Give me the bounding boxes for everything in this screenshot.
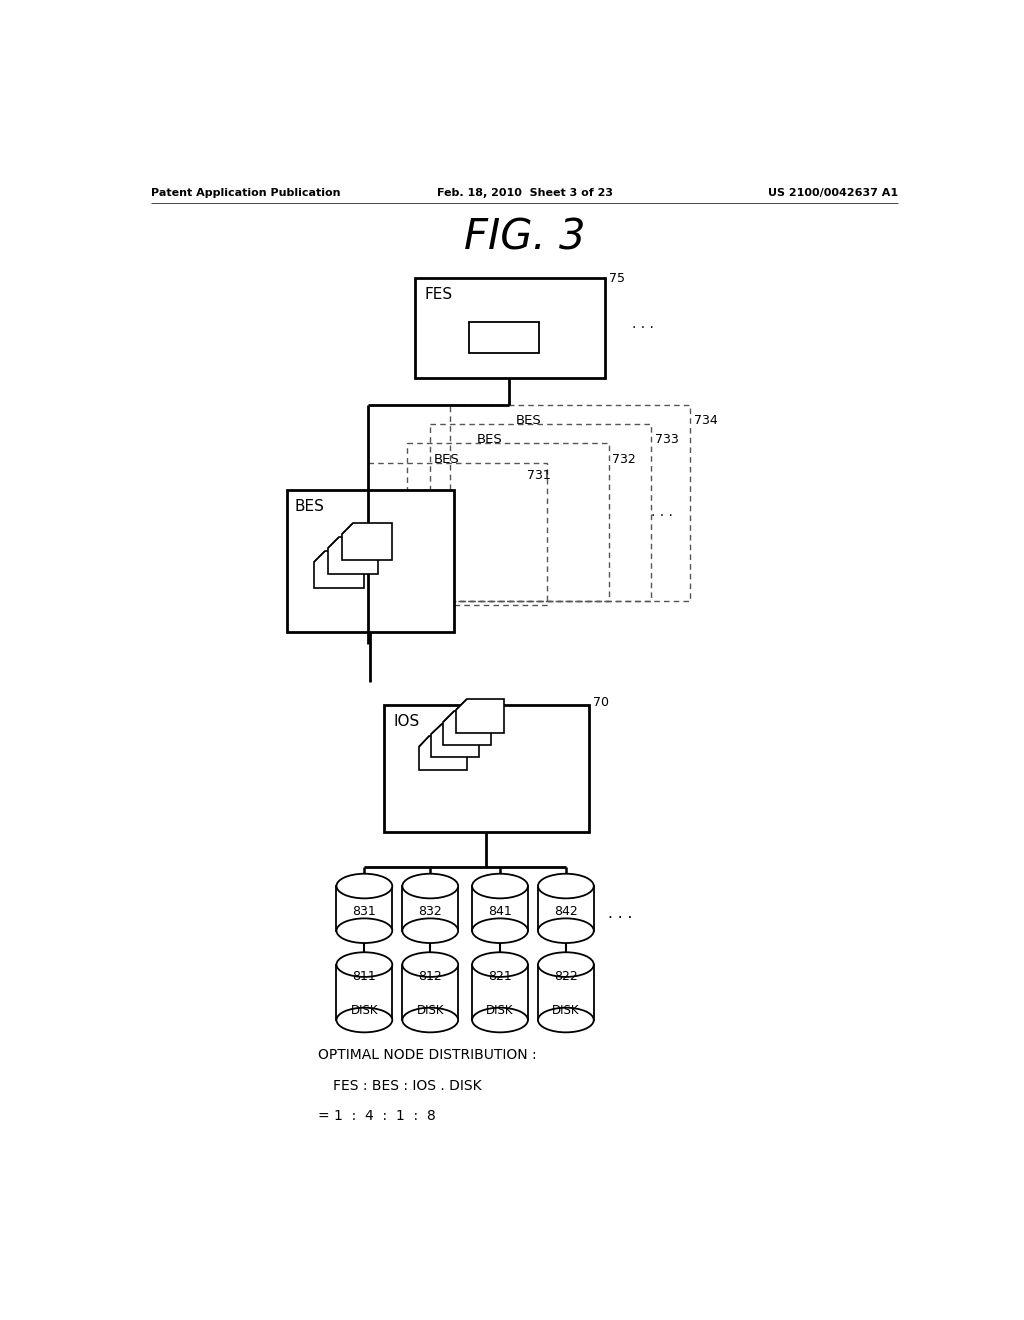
Ellipse shape bbox=[472, 874, 528, 899]
Bar bbox=[287, 490, 454, 632]
Polygon shape bbox=[443, 711, 492, 744]
Text: DISK: DISK bbox=[350, 1005, 378, 1018]
Bar bbox=[337, 886, 392, 931]
Ellipse shape bbox=[402, 874, 458, 899]
Text: IOS: IOS bbox=[393, 714, 419, 730]
Text: FIG. 3: FIG. 3 bbox=[464, 216, 586, 259]
Bar bbox=[472, 965, 528, 1020]
Text: FES : BES : IOS . DISK: FES : BES : IOS . DISK bbox=[334, 1078, 482, 1093]
Bar bbox=[415, 277, 604, 378]
Text: FES: FES bbox=[424, 286, 453, 302]
Ellipse shape bbox=[402, 1007, 458, 1032]
Ellipse shape bbox=[538, 952, 594, 977]
Text: Patent Application Publication: Patent Application Publication bbox=[152, 187, 341, 198]
Bar bbox=[369, 462, 547, 605]
Text: DISK: DISK bbox=[417, 1005, 444, 1018]
Ellipse shape bbox=[472, 952, 528, 977]
Text: OPTIMAL NODE DISTRIBUTION :: OPTIMAL NODE DISTRIBUTION : bbox=[317, 1048, 537, 1061]
Text: DISK: DISK bbox=[486, 1005, 514, 1018]
Bar bbox=[407, 444, 608, 601]
Text: = 1  :  4  :  1  :  8: = 1 : 4 : 1 : 8 bbox=[317, 1109, 435, 1123]
Text: US 2100/0042637 A1: US 2100/0042637 A1 bbox=[768, 187, 898, 198]
Text: 812: 812 bbox=[419, 970, 442, 982]
Text: 822: 822 bbox=[554, 970, 578, 982]
Bar bbox=[469, 322, 539, 354]
Text: 821: 821 bbox=[488, 970, 512, 982]
Polygon shape bbox=[431, 723, 479, 758]
Bar bbox=[402, 886, 458, 931]
Bar bbox=[538, 965, 594, 1020]
Polygon shape bbox=[328, 537, 378, 574]
Ellipse shape bbox=[538, 874, 594, 899]
Ellipse shape bbox=[472, 1007, 528, 1032]
Ellipse shape bbox=[538, 1007, 594, 1032]
Text: . . .: . . . bbox=[608, 906, 633, 920]
Bar bbox=[402, 965, 458, 1020]
Text: BES: BES bbox=[295, 499, 325, 513]
Text: 731: 731 bbox=[527, 469, 551, 482]
Bar bbox=[430, 424, 651, 601]
Ellipse shape bbox=[337, 1007, 392, 1032]
Text: BES: BES bbox=[515, 414, 542, 428]
Text: DISK: DISK bbox=[552, 1005, 580, 1018]
Text: 734: 734 bbox=[693, 414, 718, 428]
Ellipse shape bbox=[472, 919, 528, 942]
Bar bbox=[384, 705, 589, 832]
Text: 75: 75 bbox=[608, 272, 625, 285]
Bar bbox=[337, 965, 392, 1020]
Text: 841: 841 bbox=[488, 906, 512, 917]
Text: . . .: . . . bbox=[632, 317, 653, 331]
Text: 70: 70 bbox=[593, 696, 609, 709]
Bar bbox=[450, 405, 690, 601]
Text: Feb. 18, 2010  Sheet 3 of 23: Feb. 18, 2010 Sheet 3 of 23 bbox=[437, 187, 612, 198]
Ellipse shape bbox=[337, 919, 392, 942]
Polygon shape bbox=[419, 737, 467, 770]
Polygon shape bbox=[342, 524, 392, 560]
Ellipse shape bbox=[337, 874, 392, 899]
Text: 842: 842 bbox=[554, 906, 578, 917]
Text: 732: 732 bbox=[612, 453, 636, 466]
Text: . . .: . . . bbox=[651, 506, 673, 519]
Polygon shape bbox=[456, 700, 504, 733]
Ellipse shape bbox=[337, 952, 392, 977]
Ellipse shape bbox=[402, 952, 458, 977]
Bar bbox=[538, 886, 594, 931]
Polygon shape bbox=[314, 552, 365, 589]
Text: BES: BES bbox=[477, 433, 503, 446]
Text: 733: 733 bbox=[655, 433, 679, 446]
Text: 832: 832 bbox=[419, 906, 442, 917]
Ellipse shape bbox=[402, 919, 458, 942]
Bar bbox=[472, 886, 528, 931]
Text: BES: BES bbox=[434, 453, 460, 466]
Text: 831: 831 bbox=[352, 906, 376, 917]
Text: 811: 811 bbox=[352, 970, 376, 982]
Ellipse shape bbox=[538, 919, 594, 942]
